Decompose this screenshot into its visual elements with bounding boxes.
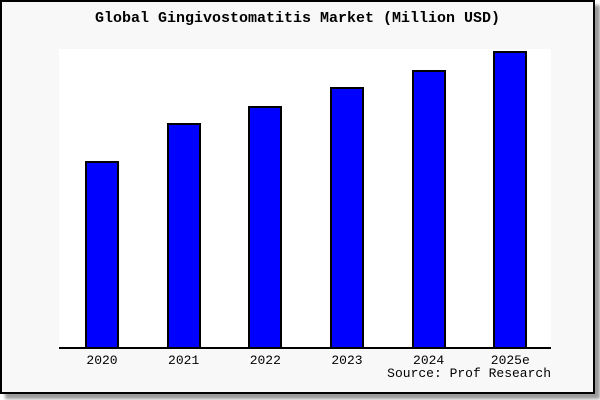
bar-2024 <box>411 70 446 347</box>
bar-2022 <box>248 106 283 347</box>
x-tick-2023: 2023 <box>331 353 363 368</box>
plot-area <box>59 49 551 349</box>
chart-title: Global Gingivostomatitis Market (Million… <box>94 10 501 27</box>
x-tick-2025e: 2025e <box>490 353 530 368</box>
chart-frame: Global Gingivostomatitis Market (Million… <box>0 0 595 394</box>
bar-2020 <box>85 161 119 347</box>
x-tick-2020: 2020 <box>86 353 118 368</box>
x-tick-2022: 2022 <box>249 353 281 368</box>
source-note: Source: Prof Research <box>387 366 551 381</box>
bar-2021 <box>166 123 201 347</box>
x-tick-2021: 2021 <box>168 353 200 368</box>
x-tick-2024: 2024 <box>413 353 445 368</box>
bar-2023 <box>329 87 364 347</box>
bar-2025e <box>493 51 528 347</box>
